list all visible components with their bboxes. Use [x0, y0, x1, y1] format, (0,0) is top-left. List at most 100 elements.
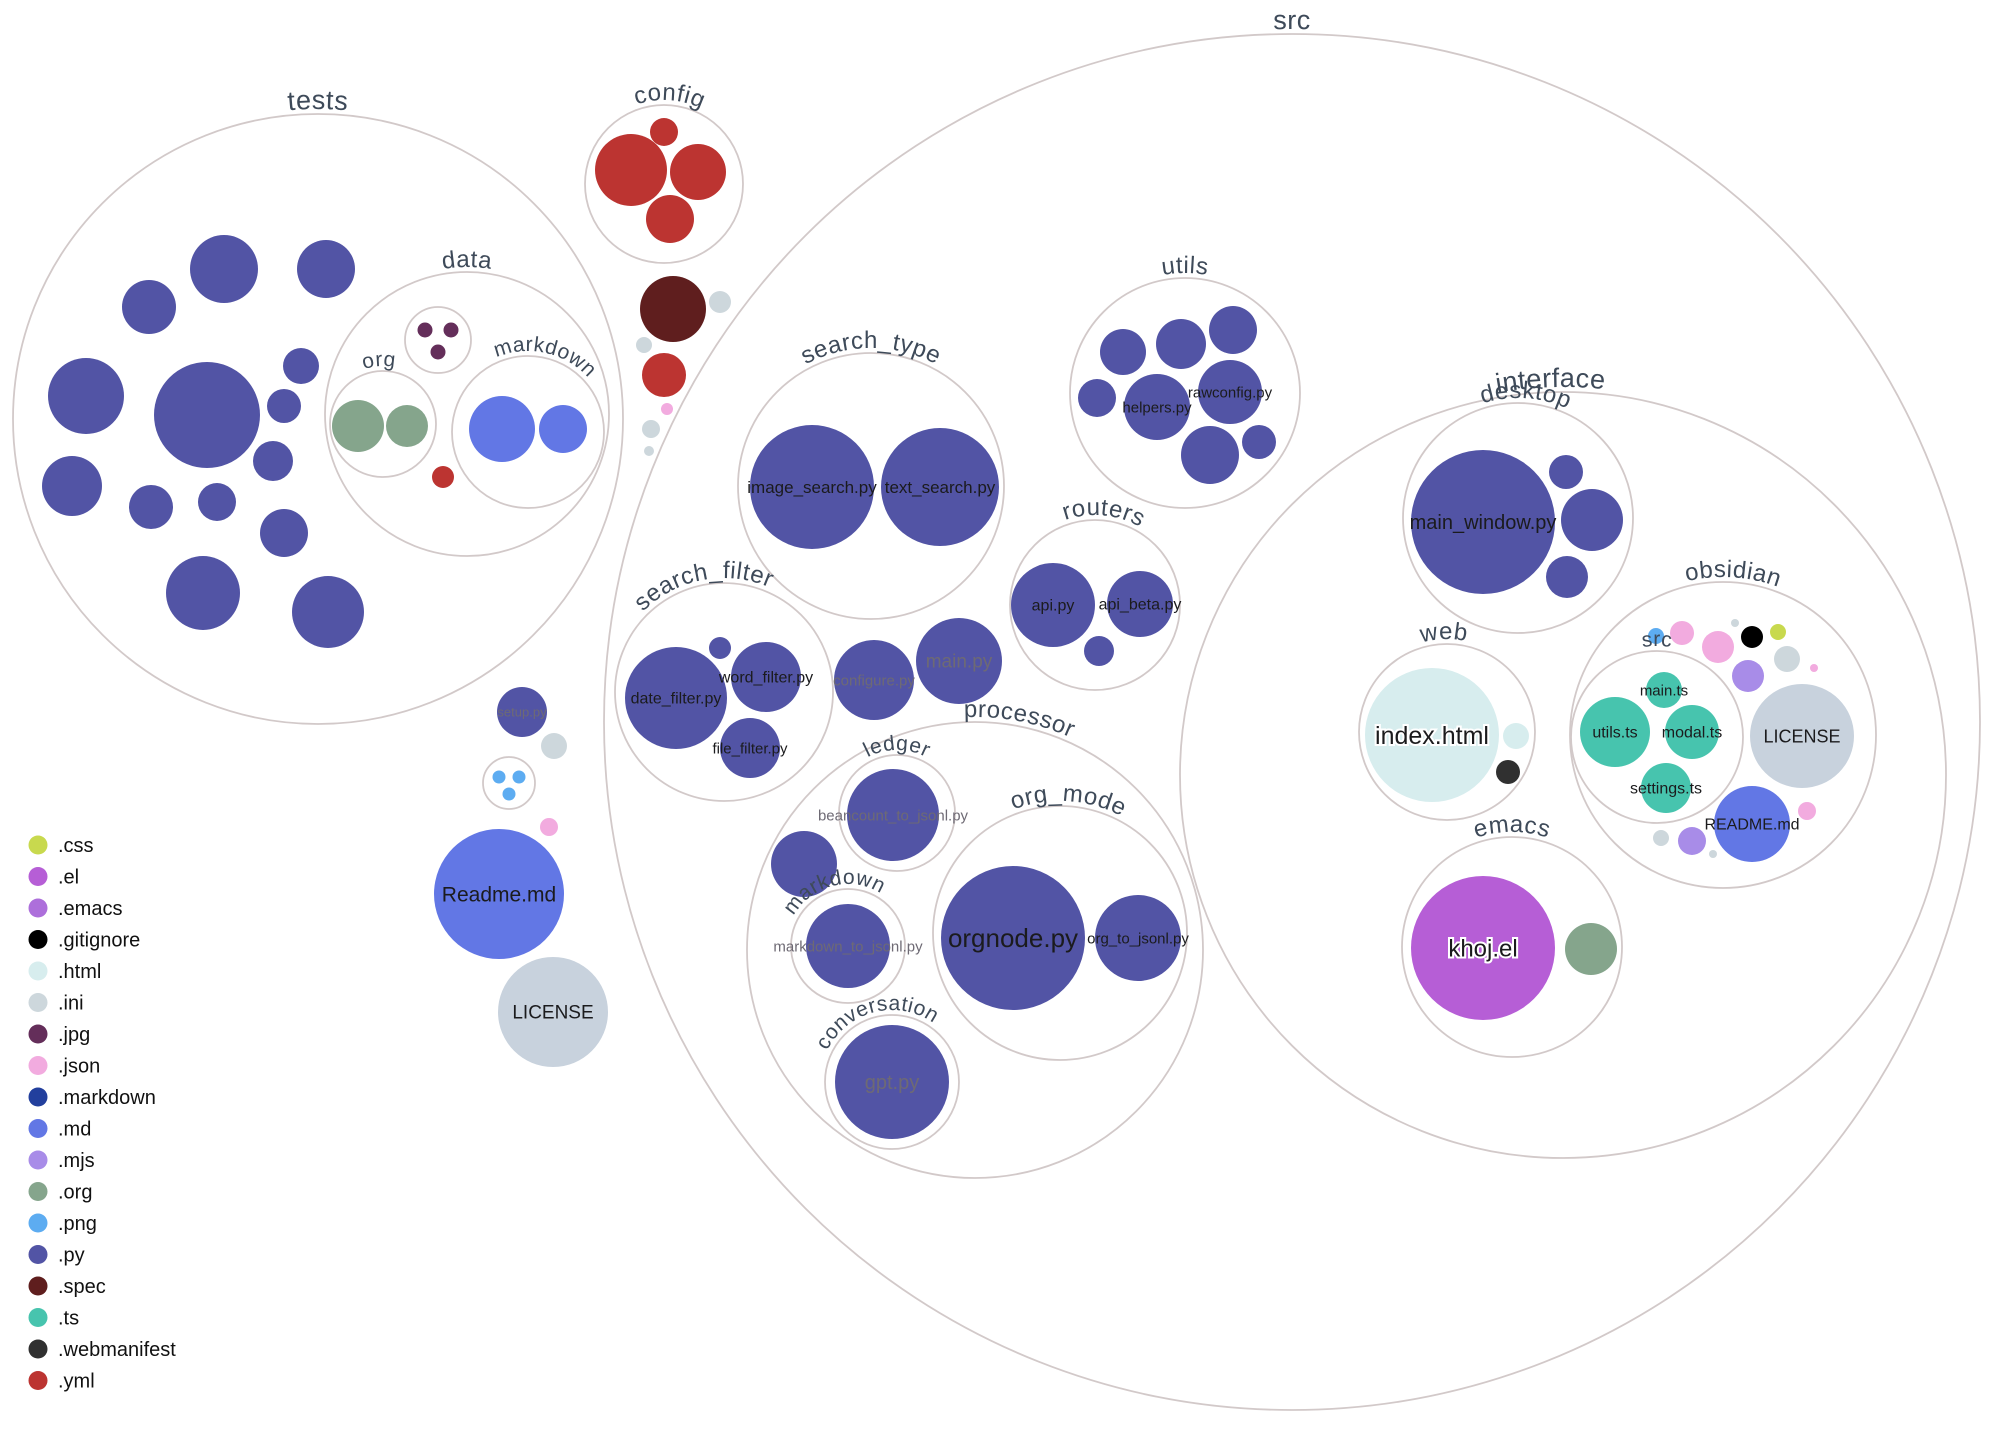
file-circle-org_to_jsonl.py[interactable]	[1095, 895, 1181, 981]
file-circle-LICENSE[interactable]	[498, 957, 608, 1067]
file-circle-py-file[interactable]	[283, 348, 319, 384]
file-circle-py-file[interactable]	[42, 456, 102, 516]
file-circle-main.py[interactable]	[916, 618, 1002, 704]
file-circle-modal.ts[interactable]	[1665, 705, 1719, 759]
file-circle-py-file[interactable]	[1084, 636, 1114, 666]
file-circle-setup.py[interactable]	[497, 687, 547, 737]
file-circle-css-file[interactable]	[1770, 624, 1786, 640]
file-circle-py-file[interactable]	[1549, 455, 1583, 489]
file-circle-yml-file[interactable]	[432, 466, 454, 488]
file-circle-configure.py[interactable]	[834, 640, 914, 720]
file-circle-file_filter.py[interactable]	[720, 718, 780, 778]
file-circle-settings.ts[interactable]	[1641, 763, 1691, 813]
file-circle-json-file[interactable]	[1810, 664, 1818, 672]
file-circle-org-file[interactable]	[332, 400, 384, 452]
file-circle-py-file[interactable]	[48, 358, 124, 434]
directory-circle-interface-16[interactable]	[1179, 391, 1947, 1159]
file-circle-html-file[interactable]	[1503, 723, 1529, 749]
file-circle-py-file[interactable]	[190, 235, 258, 303]
file-circle-py-file[interactable]	[154, 362, 260, 468]
directory-circle-emacs-21[interactable]	[1401, 836, 1623, 1058]
directory-circle-search_filter-8[interactable]	[614, 582, 834, 802]
file-circle-Readme.md[interactable]	[434, 829, 564, 959]
file-circle-json-file[interactable]	[1670, 621, 1694, 645]
file-circle-jpg-file[interactable]	[417, 322, 433, 338]
file-circle-yml-file[interactable]	[670, 144, 726, 200]
file-circle-mjs-file[interactable]	[1732, 660, 1764, 692]
directory-circle-src-20[interactable]	[1570, 650, 1744, 824]
file-circle-spec-file[interactable]	[640, 276, 706, 342]
file-circle-api.py[interactable]	[1011, 563, 1095, 647]
file-circle-rawconfig.py[interactable]	[1198, 360, 1262, 424]
file-circle-orgnode.py[interactable]	[941, 866, 1085, 1010]
directory-circle-conversation-15[interactable]	[824, 1014, 960, 1150]
directory-circle-group-22[interactable]	[482, 756, 536, 810]
file-circle-gpt.py[interactable]	[835, 1025, 949, 1139]
file-circle-webmanifest-file[interactable]	[1496, 760, 1520, 784]
directory-circle-processor-11[interactable]	[746, 721, 1204, 1179]
file-circle-py-file[interactable]	[292, 576, 364, 648]
file-circle-py-file[interactable]	[1561, 489, 1623, 551]
file-circle-index.html[interactable]	[1365, 668, 1499, 802]
file-circle-py-file[interactable]	[1546, 556, 1588, 598]
file-circle-py-file[interactable]	[260, 509, 308, 557]
file-circle-ini-file[interactable]	[636, 337, 652, 353]
file-circle-text_search.py[interactable]	[881, 428, 999, 546]
file-circle-py-file[interactable]	[1209, 306, 1257, 354]
file-circle-LICENSE[interactable]	[1750, 684, 1854, 788]
file-circle-py-file[interactable]	[166, 556, 240, 630]
file-circle-khoj.el[interactable]	[1411, 876, 1555, 1020]
file-circle-ini-file[interactable]	[1709, 850, 1717, 858]
file-circle-md-file[interactable]	[469, 396, 535, 462]
file-circle-yml-file[interactable]	[595, 134, 667, 206]
file-circle-ini-file[interactable]	[541, 733, 567, 759]
file-circle-yml-file[interactable]	[646, 195, 694, 243]
directory-circle-src-6[interactable]	[603, 33, 1981, 1411]
directory-circle-org-2[interactable]	[329, 370, 437, 478]
file-circle-main.ts[interactable]	[1646, 672, 1682, 708]
file-circle-helpers.py[interactable]	[1124, 374, 1190, 440]
file-circle-README.md[interactable]	[1714, 786, 1790, 862]
file-circle-py-file[interactable]	[1078, 379, 1116, 417]
file-circle-markdown_to_jsonl.py[interactable]	[806, 904, 890, 988]
file-circle-ini-file[interactable]	[1731, 619, 1739, 627]
file-circle-py-file[interactable]	[709, 637, 731, 659]
file-circle-word_filter.py[interactable]	[731, 642, 801, 712]
file-circle-jpg-file[interactable]	[430, 344, 446, 360]
file-circle-ini-file[interactable]	[1653, 830, 1669, 846]
file-circle-api_beta.py[interactable]	[1107, 571, 1173, 637]
file-circle-py-file[interactable]	[1156, 319, 1206, 369]
file-circle-yml-file[interactable]	[642, 353, 686, 397]
file-circle-png-file[interactable]	[492, 770, 506, 784]
directory-circle-markdown-3[interactable]	[451, 355, 605, 509]
file-circle-py-file[interactable]	[1242, 425, 1276, 459]
file-circle-json-file[interactable]	[661, 403, 673, 415]
file-circle-md-file[interactable]	[539, 405, 587, 453]
file-circle-mjs-file[interactable]	[1678, 827, 1706, 855]
directory-circle-web-18[interactable]	[1358, 643, 1536, 821]
file-circle-py-file[interactable]	[267, 389, 301, 423]
file-circle-py-file[interactable]	[122, 280, 176, 334]
file-circle-json-file[interactable]	[540, 818, 558, 836]
file-circle-jpg-file[interactable]	[443, 322, 459, 338]
file-circle-ini-file[interactable]	[1774, 646, 1800, 672]
file-circle-gitignore-file[interactable]	[1741, 626, 1763, 648]
directory-circle-obsidian-19[interactable]	[1569, 581, 1877, 889]
file-circle-py-file[interactable]	[253, 441, 293, 481]
file-circle-ini-file[interactable]	[642, 420, 660, 438]
directory-circle-data-1[interactable]	[324, 271, 610, 557]
file-circle-py-file[interactable]	[129, 485, 173, 529]
file-circle-png-file[interactable]	[512, 770, 526, 784]
file-circle-main_window.py[interactable]	[1411, 450, 1555, 594]
file-circle-date_filter.py[interactable]	[625, 647, 727, 749]
file-circle-py-file[interactable]	[198, 483, 236, 521]
file-circle-json-file[interactable]	[1702, 631, 1734, 663]
file-circle-yml-file[interactable]	[650, 118, 678, 146]
file-circle-org-file[interactable]	[386, 405, 428, 447]
file-circle-png-file[interactable]	[1648, 628, 1664, 644]
file-circle-json-file[interactable]	[1798, 802, 1816, 820]
file-circle-image_search.py[interactable]	[750, 425, 874, 549]
file-circle-png-file[interactable]	[502, 787, 516, 801]
file-circle-py-file[interactable]	[297, 240, 355, 298]
file-circle-py-file[interactable]	[1181, 426, 1239, 484]
